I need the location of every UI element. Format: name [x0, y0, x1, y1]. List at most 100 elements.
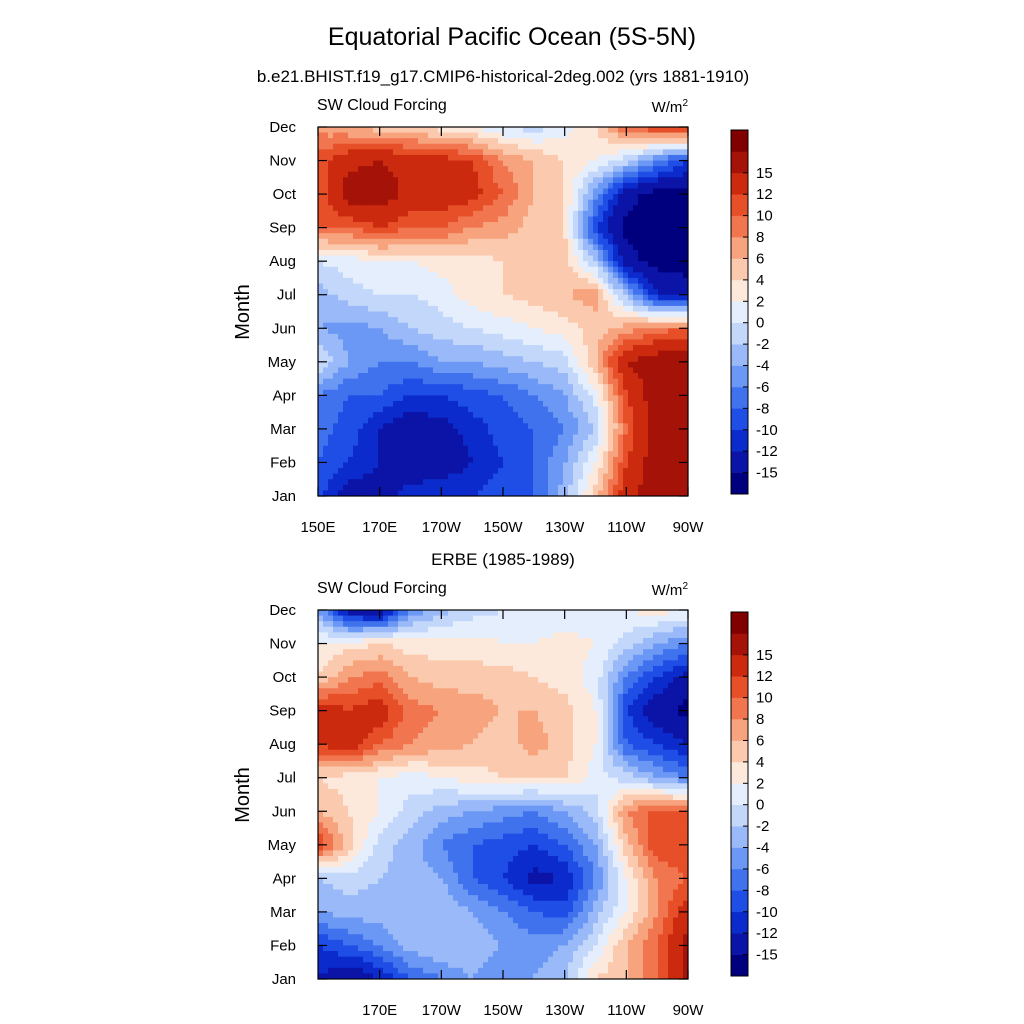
heatmap-cell	[473, 216, 479, 223]
heatmap-cell	[553, 277, 559, 285]
heatmap-cell	[503, 227, 509, 234]
heatmap-cell	[553, 406, 559, 413]
heatmap-cell	[568, 451, 574, 458]
colorbar-swatch	[731, 130, 748, 152]
heatmap-cell	[678, 244, 684, 251]
heatmap-cell	[663, 440, 669, 447]
heatmap-cell	[668, 434, 674, 441]
heatmap-cell	[663, 182, 669, 190]
heatmap-cell	[598, 317, 604, 324]
heatmap-cell	[318, 367, 324, 374]
heatmap-cell	[648, 373, 654, 380]
heatmap-cell	[418, 127, 424, 134]
heatmap-cell	[558, 328, 564, 335]
heatmap-cell	[678, 199, 684, 206]
heatmap-cell	[353, 171, 359, 178]
heatmap-cell	[558, 210, 564, 218]
heatmap-cell	[618, 210, 624, 218]
heatmap-cell	[608, 333, 614, 341]
heatmap-cell	[603, 127, 609, 134]
heatmap-cell	[593, 317, 599, 324]
heatmap-cell	[553, 210, 559, 218]
heatmap-cell	[458, 138, 464, 145]
heatmap-cell	[383, 205, 389, 212]
heatmap-cell	[588, 322, 594, 329]
heatmap-cell	[383, 339, 389, 346]
heatmap-cell	[563, 300, 569, 307]
heatmap-cell	[368, 395, 374, 402]
heatmap-cell	[593, 434, 599, 441]
heatmap-cell	[583, 434, 589, 441]
heatmap-cell	[663, 479, 669, 486]
heatmap-cell	[608, 238, 614, 246]
heatmap-cell	[598, 373, 604, 380]
heatmap-cell	[608, 294, 614, 301]
heatmap-cell	[433, 384, 439, 391]
heatmap-cell	[493, 283, 499, 290]
heatmap-cell	[683, 317, 688, 324]
heatmap-cell	[678, 322, 684, 329]
heatmap-cell	[608, 171, 614, 178]
heatmap-cell	[588, 160, 594, 167]
heatmap-cell	[438, 227, 444, 234]
heatmap-cell	[628, 300, 634, 307]
heatmap-cell	[598, 479, 604, 486]
heatmap-cell	[628, 389, 634, 396]
heatmap-cell	[538, 311, 544, 318]
heatmap-cell	[638, 154, 644, 162]
heatmap-cell	[408, 440, 414, 447]
heatmap-cell	[548, 412, 554, 419]
heatmap-cell	[418, 440, 424, 447]
heatmap-cell	[603, 194, 609, 201]
heatmap-cell	[408, 210, 414, 218]
heatmap-cell	[558, 182, 564, 190]
heatmap-cell	[483, 378, 489, 385]
heatmap-cell	[398, 166, 404, 173]
heatmap-cell	[553, 216, 559, 223]
heatmap-cell	[623, 227, 629, 234]
heatmap-cell	[663, 143, 669, 150]
heatmap-cell	[523, 266, 529, 273]
heatmap-cell	[353, 384, 359, 391]
heatmap-cell	[623, 328, 629, 335]
heatmap-cell	[318, 171, 324, 178]
heatmap-cell	[573, 244, 579, 251]
heatmap-cell	[413, 473, 419, 480]
heatmap-cell	[563, 154, 569, 162]
heatmap-cell	[333, 305, 339, 313]
heatmap-cell	[548, 216, 554, 223]
heatmap-cell	[408, 322, 414, 329]
heatmap-cell	[338, 222, 344, 229]
heatmap-cell	[538, 182, 544, 190]
heatmap-cell	[518, 199, 524, 206]
heatmap-cell	[523, 160, 529, 167]
heatmap-cell	[543, 322, 549, 329]
heatmap-cell	[538, 456, 544, 464]
heatmap-cell	[468, 154, 474, 162]
heatmap-cell	[518, 261, 524, 268]
heatmap-cell	[388, 255, 394, 262]
heatmap-cell	[608, 479, 614, 486]
heatmap-cell	[353, 182, 359, 190]
heatmap-cell	[428, 395, 434, 402]
heatmap-cell	[373, 333, 379, 341]
heatmap-cell	[563, 434, 569, 441]
heatmap-cell	[463, 266, 469, 273]
heatmap-cell	[388, 333, 394, 341]
heatmap-cell	[668, 479, 674, 486]
heatmap-cell	[598, 311, 604, 318]
heatmap-cell	[553, 177, 559, 184]
heatmap-cell	[373, 389, 379, 396]
heatmap-cell	[628, 473, 634, 480]
heatmap-cell	[413, 188, 419, 195]
heatmap-cell	[678, 328, 684, 335]
heatmap-cell	[678, 233, 684, 240]
heatmap-cell	[568, 294, 574, 301]
heatmap-cell	[563, 462, 569, 469]
heatmap-cell	[528, 132, 534, 139]
heatmap-cell	[503, 367, 509, 374]
heatmap-cell	[433, 361, 439, 369]
heatmap-cell	[668, 233, 674, 240]
heatmap-cell	[438, 406, 444, 413]
heatmap-cell	[503, 305, 509, 313]
